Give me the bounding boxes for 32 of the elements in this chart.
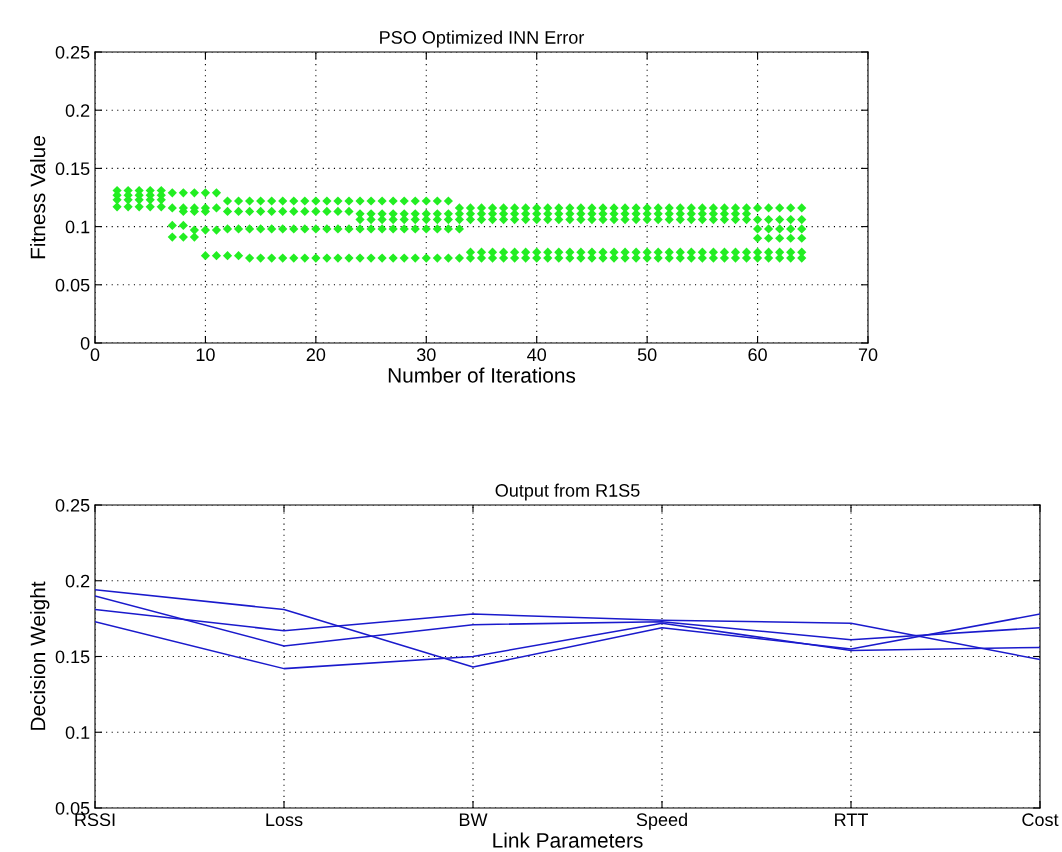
x-tick-label: RSSI bbox=[75, 813, 115, 827]
x-tick-label: 0 bbox=[90, 348, 100, 362]
chart-title: PSO Optimized INN Error bbox=[380, 30, 585, 48]
y-tick-label: 0.2 bbox=[65, 574, 90, 588]
y-tick-label: 0.05 bbox=[55, 278, 90, 292]
y-tick-label: 0 bbox=[80, 336, 90, 350]
x-axis-title: Link Parameters bbox=[493, 832, 643, 848]
x-tick-label: 50 bbox=[637, 348, 657, 362]
x-tick-label: 70 bbox=[858, 348, 878, 362]
chart-title: Output from R1S5 bbox=[495, 483, 640, 501]
y-tick-label: 0.15 bbox=[55, 650, 90, 664]
x-tick-label: RTT bbox=[835, 813, 868, 826]
line-series bbox=[95, 589, 1040, 668]
y-tick-label: 0.25 bbox=[55, 498, 90, 512]
x-tick-label: 60 bbox=[748, 348, 767, 362]
y-tick-label: 0.1 bbox=[65, 726, 90, 739]
y-tick-label: 0.15 bbox=[55, 162, 90, 176]
y-tick-label: 0.2 bbox=[65, 104, 90, 117]
x-tick-label: Speed bbox=[636, 812, 687, 830]
x-axis-title: Number of Iterations bbox=[388, 367, 576, 383]
y-tick-label: 0.05 bbox=[55, 801, 90, 815]
y-axis-title: Decision Weight bbox=[30, 581, 50, 730]
x-tick-label: 10 bbox=[196, 348, 215, 362]
y-tick-label: 0.1 bbox=[65, 220, 90, 234]
y-axis-title: Fitness Value bbox=[30, 136, 46, 259]
x-tick-label: 20 bbox=[306, 348, 326, 362]
x-tick-label: 40 bbox=[527, 348, 547, 362]
x-tick-label: 30 bbox=[416, 348, 436, 362]
y-tick-label: 0.25 bbox=[55, 45, 90, 59]
x-tick-label: Cost bbox=[1022, 813, 1059, 827]
x-tick-label: Loss bbox=[266, 813, 303, 827]
x-tick-label: BW bbox=[459, 813, 488, 826]
